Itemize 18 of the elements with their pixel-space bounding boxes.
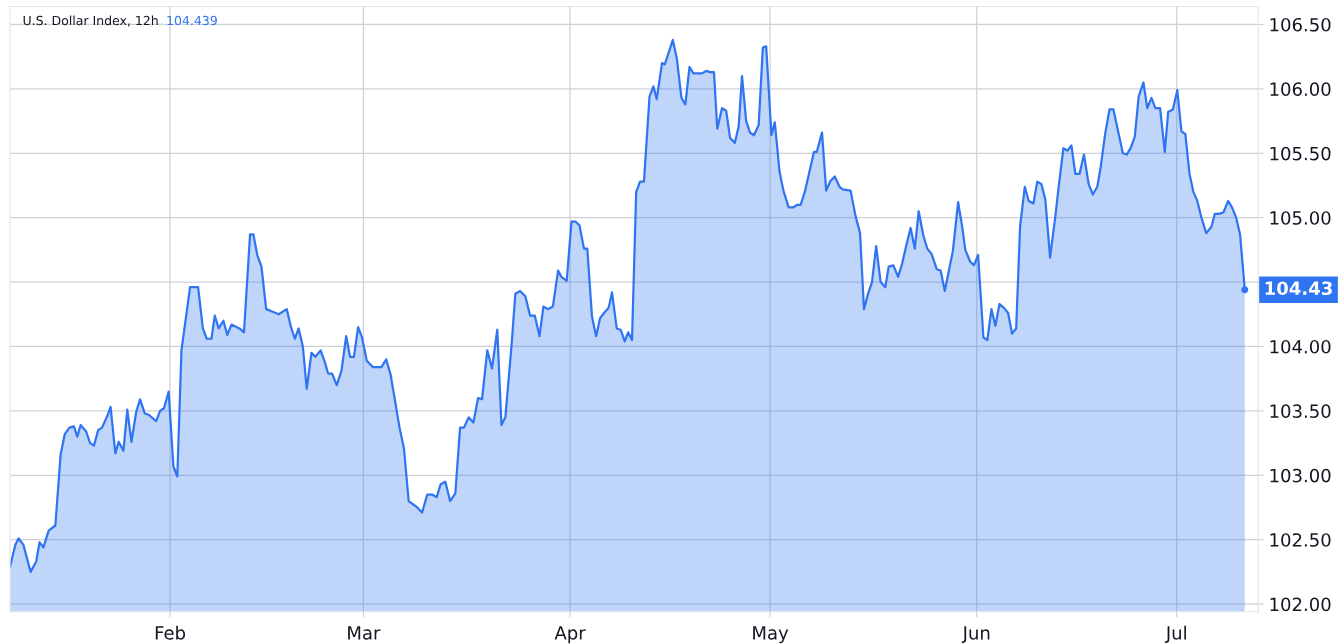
text: U.S. Dollar Index, 12h bbox=[23, 15, 158, 27]
y-tick-label: 102.50 bbox=[1270, 533, 1331, 547]
annotation: 104.439 bbox=[167, 15, 217, 26]
y-tick-label: 105.00 bbox=[1270, 211, 1331, 225]
x-tick-label: Mar bbox=[348, 626, 381, 640]
x-tick-label: Jun bbox=[961, 626, 990, 644]
y-tick-label: 106.50 bbox=[1270, 17, 1331, 32]
y-tick-label: 104.00 bbox=[1270, 339, 1331, 354]
x-tick-label: May bbox=[753, 626, 789, 644]
y-tick-label: 105.50 bbox=[1270, 146, 1331, 161]
x-tick-label: Apr bbox=[554, 626, 586, 644]
x-tick-label: Feb bbox=[155, 625, 186, 640]
annotation: 104.43 bbox=[1265, 281, 1332, 296]
y-tick-label: 106.00 bbox=[1270, 82, 1331, 96]
y-tick-label: 102.00 bbox=[1270, 597, 1331, 612]
x-tick-label: Jul bbox=[1164, 625, 1186, 644]
y-tick-label: 103.50 bbox=[1270, 404, 1331, 418]
y-tick-label: 103.00 bbox=[1270, 468, 1331, 483]
